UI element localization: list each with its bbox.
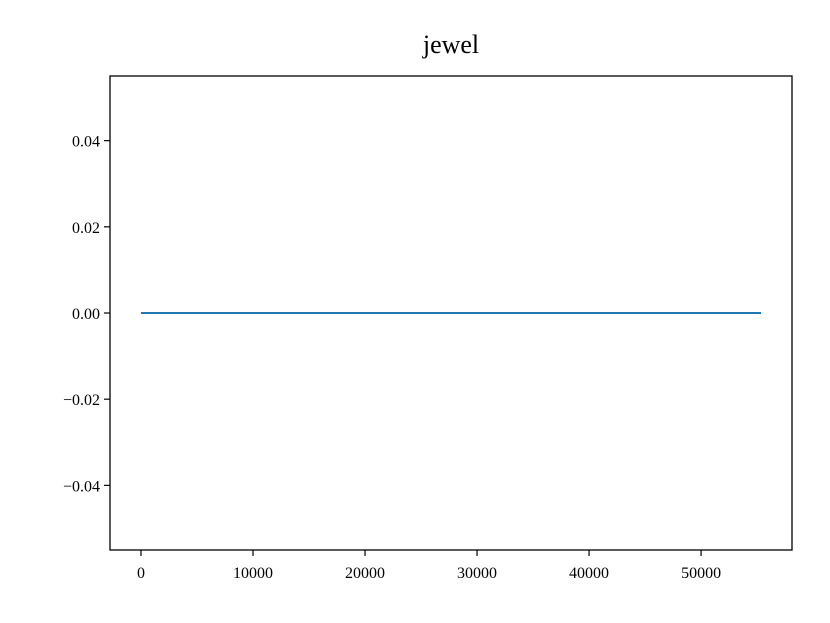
x-tick-label: 20000 (345, 565, 385, 582)
x-tick-label: 0 (137, 565, 145, 582)
y-tick-label: 0.02 (72, 220, 100, 237)
chart-title: jewel (422, 30, 479, 59)
y-tick-label: −0.02 (63, 392, 100, 409)
x-tick-label: 30000 (457, 565, 497, 582)
x-tick-label: 40000 (569, 565, 609, 582)
y-tick-label: 0.04 (72, 134, 100, 151)
y-tick-label: 0.00 (72, 306, 100, 323)
x-tick-label: 10000 (233, 565, 273, 582)
y-tick-label: −0.04 (63, 478, 100, 495)
x-tick-label: 50000 (681, 565, 721, 582)
